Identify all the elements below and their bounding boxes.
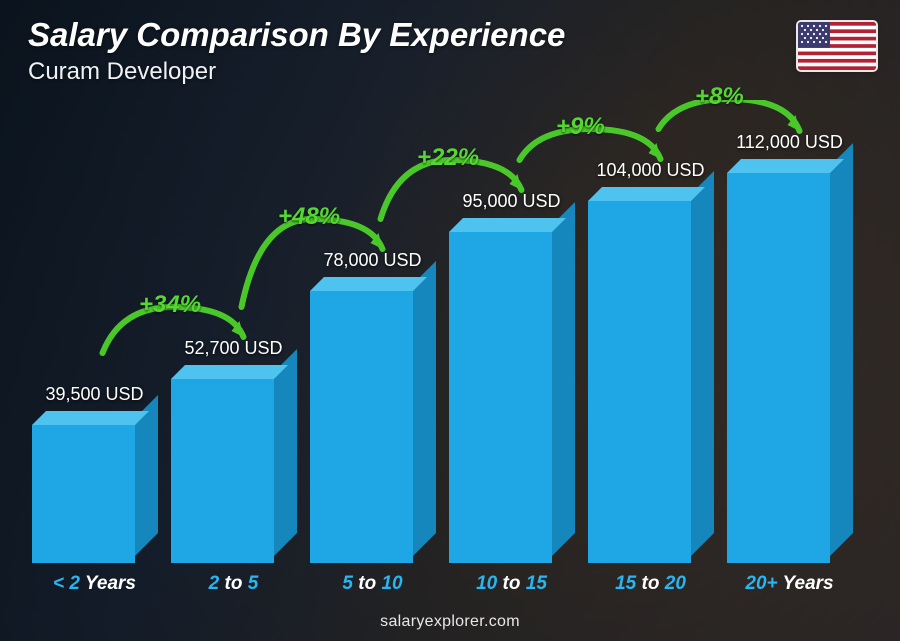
bar-side [552, 203, 575, 557]
bar-side [691, 172, 714, 557]
chart-title: Salary Comparison By Experience [28, 16, 565, 54]
delta-pct-label: +8% [695, 83, 744, 111]
bar-column: 104,000 USD15 to 20 [588, 100, 713, 563]
bar-x-label: 20+ Years [702, 573, 877, 595]
bar-top [171, 365, 288, 379]
bar-column: 39,500 USD< 2 Years [32, 100, 157, 563]
bar-value-label: 112,000 USD [702, 132, 877, 153]
bar-front [727, 173, 830, 563]
bar-front [310, 291, 413, 563]
bar [310, 277, 435, 563]
bar-front [588, 201, 691, 563]
bar-top [727, 159, 844, 173]
bar [171, 365, 296, 563]
bar-value-label: 95,000 USD [424, 191, 599, 212]
bar-front [32, 425, 135, 563]
bar-value-label: 39,500 USD [7, 384, 182, 405]
bar-side [830, 144, 853, 557]
bar-front [449, 232, 552, 563]
bar-column: 52,700 USD2 to 5 [171, 100, 296, 563]
bar-top [32, 411, 149, 425]
bar-top [310, 277, 427, 291]
chart-stage: Salary Comparison By Experience Curam De… [0, 0, 900, 641]
bar-side [274, 350, 297, 557]
bar-value-label: 78,000 USD [285, 250, 460, 271]
us-flag-icon [798, 22, 876, 70]
delta-pct-label: +48% [278, 203, 340, 231]
bar-value-label: 104,000 USD [563, 160, 738, 181]
bar-top [588, 187, 705, 201]
bar [588, 187, 713, 563]
bar [727, 159, 852, 563]
bar-side [413, 262, 436, 557]
bar-chart: 39,500 USD< 2 Years52,700 USD2 to 578,00… [32, 100, 852, 563]
bar-value-label: 52,700 USD [146, 338, 321, 359]
bar [32, 411, 157, 563]
delta-pct-label: +22% [417, 144, 479, 172]
footer-site: salaryexplorer.com [0, 613, 900, 631]
delta-pct-label: +9% [556, 113, 605, 141]
chart-subtitle: Curam Developer [28, 58, 216, 86]
bar-top [449, 218, 566, 232]
delta-pct-label: +34% [139, 291, 201, 319]
bar-front [171, 379, 274, 563]
bar-column: 112,000 USD20+ Years [727, 100, 852, 563]
bar [449, 218, 574, 563]
